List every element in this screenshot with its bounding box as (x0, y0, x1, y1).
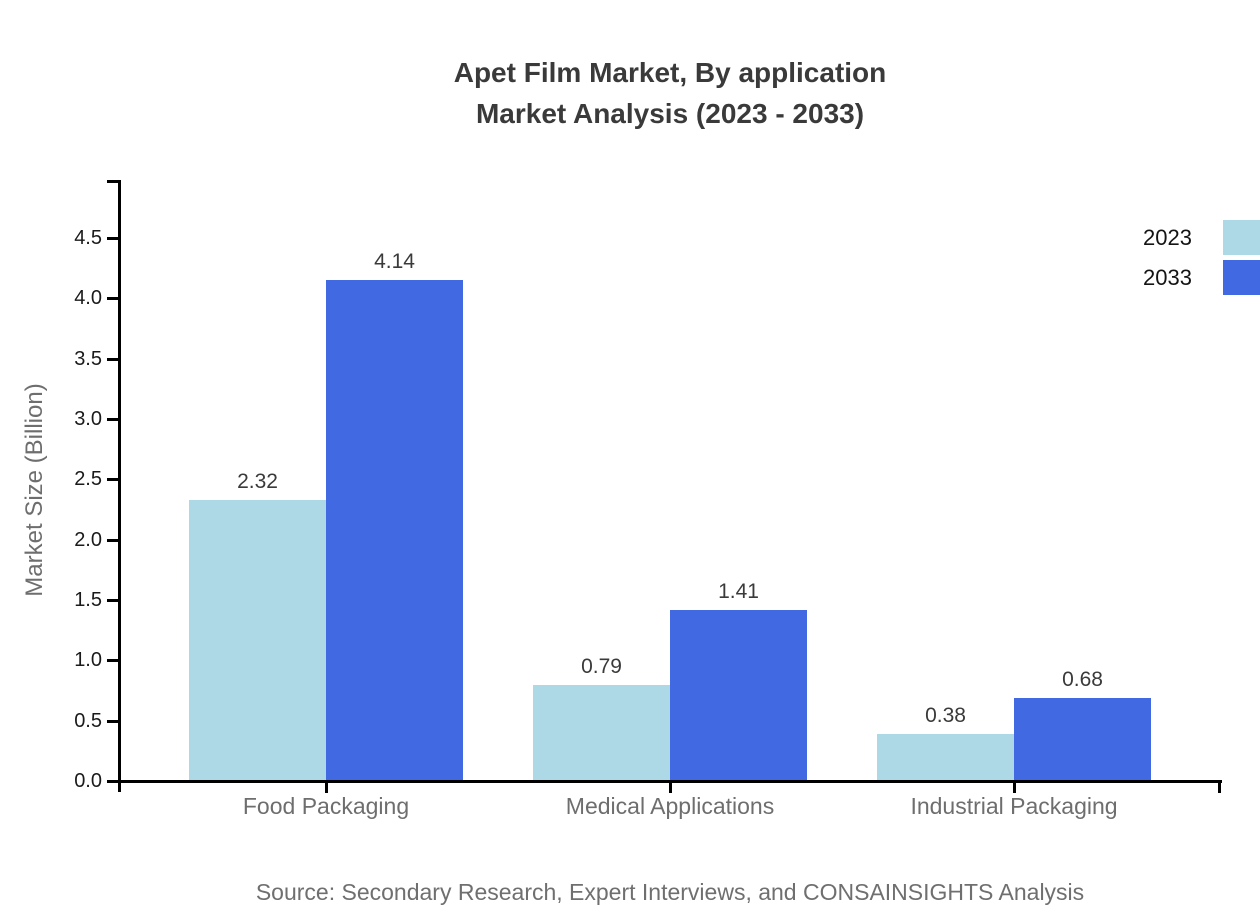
chart-title: Apet Film Market, By application Market … (80, 52, 1260, 134)
y-tick-label: 2.5 (74, 468, 102, 491)
x-axis-line (107, 780, 1222, 783)
legend-label-2033: 2033 (1143, 264, 1192, 290)
y-tick (107, 417, 120, 421)
x-category-label-medical-applications: Medical Applications (565, 793, 775, 819)
legend-label-2023: 2023 (1143, 224, 1192, 250)
legend-item-2033: 2033 (1040, 260, 1260, 295)
y-tick-label: 3.5 (74, 347, 102, 370)
x-tick-end (1217, 781, 1221, 793)
x-tick (324, 781, 328, 793)
y-tick (107, 780, 120, 783)
y-tick (107, 598, 120, 602)
y-tick-label: 4.5 (74, 226, 102, 249)
y-tick-label: 1.5 (74, 588, 102, 611)
y-tick-label: 4.0 (74, 287, 102, 310)
value-label-2023-food-packaging: 2.32 (237, 470, 278, 494)
bar-2023-industrial-packaging (877, 734, 1014, 780)
y-tick (107, 719, 120, 723)
value-label-2033-industrial-packaging: 0.68 (1062, 667, 1103, 691)
legend-swatch-2023-icon (1223, 220, 1260, 255)
y-tick (107, 297, 120, 301)
y-tick-label: 1.0 (74, 649, 102, 672)
x-category-label-industrial-packaging: Industrial Packaging (910, 793, 1118, 819)
chart-title-line2: Market Analysis (2023 - 2033) (475, 98, 865, 129)
y-tick-label: 0.0 (74, 770, 102, 792)
x-tick (1012, 781, 1016, 793)
y-tick-label: 0.5 (74, 709, 102, 732)
legend: 2023 2033 (1040, 220, 1260, 300)
source-note: Source: Secondary Research, Expert Inter… (255, 879, 1085, 905)
y-tick-label: 2.0 (74, 528, 102, 551)
bar-2033-medical-applications (670, 609, 807, 780)
y-tick (107, 659, 120, 663)
value-label-2033-medical-applications: 1.41 (718, 579, 759, 603)
legend-item-2023: 2023 (1040, 220, 1260, 255)
legend-swatch-2033-icon (1223, 260, 1260, 295)
x-tick (668, 781, 672, 793)
value-label-2033-food-packaging: 4.14 (374, 250, 415, 274)
bar-2033-industrial-packaging (1014, 697, 1151, 780)
x-category-label-food-packaging: Food Packaging (242, 793, 410, 819)
bar-2033-food-packaging (326, 280, 463, 780)
y-tick (107, 538, 120, 542)
y-tick-top (107, 180, 120, 183)
y-tick-label: 3.0 (74, 407, 102, 430)
y-axis-line (118, 180, 121, 792)
value-label-2023-medical-applications: 0.79 (581, 654, 622, 678)
bar-2023-medical-applications (533, 684, 670, 780)
bar-2023-food-packaging (189, 500, 326, 780)
y-tick (107, 357, 120, 361)
y-tick (107, 478, 120, 482)
y-tick (107, 236, 120, 240)
value-label-2023-industrial-packaging: 0.38 (925, 704, 966, 728)
chart-title-line1: Apet Film Market, By application (453, 57, 887, 88)
